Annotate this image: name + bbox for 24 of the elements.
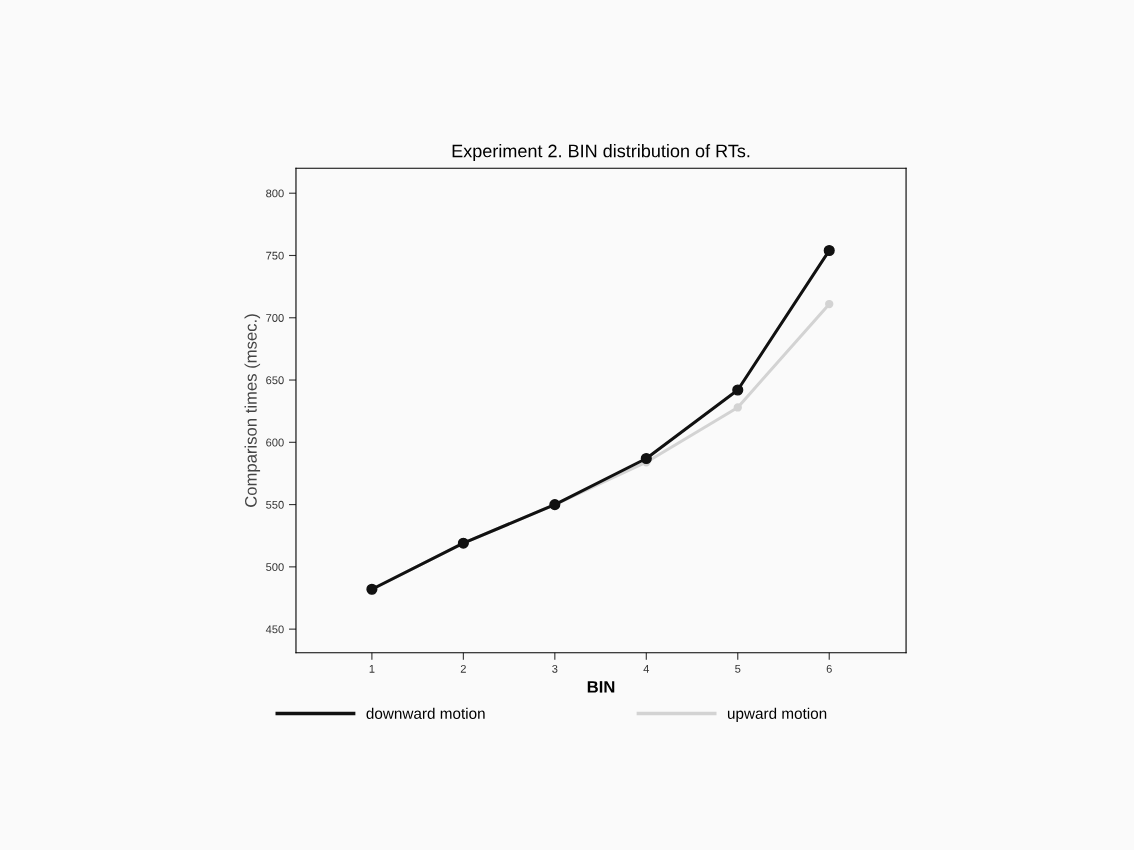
- y-tick-label: 700: [266, 314, 284, 322]
- point: [640, 452, 652, 465]
- y-tick-label: 800: [266, 189, 284, 198]
- y-tick-label: 500: [266, 563, 284, 571]
- legend-label: upward motion: [727, 707, 827, 722]
- y-tick-label: 600: [266, 438, 284, 447]
- x-tick-label: 6: [826, 664, 832, 673]
- x-tick-label: 3: [552, 664, 558, 673]
- point: [732, 384, 744, 396]
- y-tick-label: 550: [266, 500, 284, 509]
- y-tick-label: 450: [265, 625, 284, 634]
- point: [825, 299, 834, 309]
- x-tick-label: 4: [643, 665, 650, 673]
- y-tick-label: 650: [266, 376, 284, 385]
- x-tick-label: 1: [369, 665, 375, 673]
- chart-title: Experiment 2. BIN distribution of RTs.: [452, 144, 750, 161]
- y-tick-label: 750: [266, 251, 284, 260]
- x-tick-label: 2: [460, 664, 466, 673]
- point: [823, 244, 835, 257]
- x-tick-label: 5: [735, 665, 741, 673]
- x-axis-title: BIN: [587, 681, 615, 693]
- y-axis-title: Comparison times (msec.): [244, 314, 261, 507]
- legend-label: downward motion: [366, 707, 485, 719]
- point: [733, 403, 742, 412]
